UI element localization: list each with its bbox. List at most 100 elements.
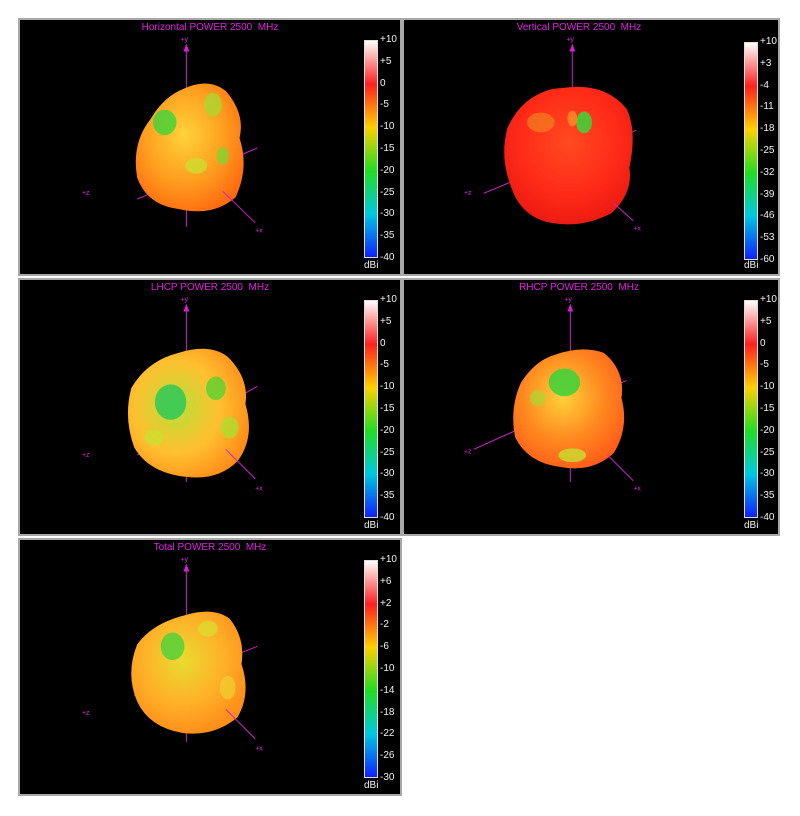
colorbar-tick-label: -10 [380,381,395,393]
colorbar-tick-label: -25 [380,186,395,198]
axis-label-x: +x [255,228,263,235]
colorbar-tick-label: -39 [760,188,775,200]
colorbar-ticks: +10 +6 +2 -2 -6 -10 -14 -18 -22 -26 -30 [380,554,400,784]
pattern-blob [127,348,249,478]
colorbar-tick-label: -26 [380,750,395,762]
colorbar-tick-label: -2 [380,619,389,631]
axis-label-z: +z [82,710,90,717]
axis-label-y: +y [564,297,572,304]
colorbar-tick-label: -40 [380,512,395,523]
colorbar-tick-label: -15 [760,403,775,414]
panel-rhcp: RHCP POWER 2500 MHz +y +z +x +10 +5 0 -5 -10… [402,278,780,536]
colorbar-tick-label: +5 [380,55,392,67]
colorbar-tick-label: +10 [380,34,397,45]
colorbar-unit: dBi [364,260,379,271]
axis-label-x: +x [255,486,263,493]
panel-title: Total POWER 2500 MHz [153,542,267,553]
axis-label-z: +z [464,190,472,197]
radiation-pattern-total: +y +z +x [82,557,263,753]
colorbar-tick-label: +3 [760,57,772,69]
colorbar-tick-label: -30 [760,468,775,480]
panel-lhcp: LHCP POWER 2500 MHz +y +z +x +10 +5 0 -5 -10… [18,278,402,536]
radiation-pattern-vertical: +y +z +x [464,37,641,233]
axis-label-z: +z [82,190,90,197]
colorbar-tick-label: -35 [380,490,395,502]
radiation-pattern-horizontal: +y +z +x [82,37,263,235]
colorbar-tick-label: -32 [760,166,775,178]
colorbar [364,300,378,518]
axis-label-y: +y [180,297,188,304]
colorbar-tick-label: -6 [380,641,389,653]
colorbar-ticks: +10 +5 0 -5 -10 -15 -20 -25 -30 -35 -40 [380,34,400,264]
colorbar-tick-label: 0 [380,337,386,349]
colorbar [364,560,378,778]
colorbar-tick-label: -25 [760,145,775,156]
axis-label-x: +x [633,486,641,493]
colorbar-tick-label: -40 [760,512,775,523]
colorbar-tick-label: -25 [760,446,775,458]
colorbar-tick-label: +10 [760,294,777,305]
colorbar-tick-label: -5 [760,359,769,371]
panel-total: Total POWER 2500 MHz +y +z +x +10 +6 +2 -2 -… [18,538,402,796]
colorbar-tick-label: -11 [760,101,774,113]
colorbar-unit: dBi [364,520,379,531]
colorbar-tick-label: -53 [760,232,775,244]
colorbar-ticks: +10 +3 -4 -11 -18 -25 -32 -39 -46 -53 -60 [760,36,778,266]
axis-label-y: +y [180,557,188,564]
colorbar-tick-label: -30 [380,468,395,480]
colorbar-tick-label: -60 [760,254,775,265]
colorbar-tick-label: -46 [760,210,775,222]
colorbar-tick-label: -35 [760,490,775,502]
colorbar-tick-label: +5 [760,315,772,327]
colorbar-tick-label: -22 [380,728,395,740]
panel-title: Vertical POWER 2500 MHz [516,22,642,33]
axis-label-x: +x [633,226,641,233]
radiation-pattern-lhcp: +y +z +x [82,297,263,493]
panel-title: RHCP POWER 2500 MHz [519,282,639,293]
colorbar-tick-label: -18 [760,123,775,135]
colorbar-tick-label: +5 [380,315,392,327]
colorbar-tick-label: -5 [380,99,389,111]
colorbar-tick-label: -40 [380,252,395,263]
colorbar-tick-label: -10 [760,381,775,393]
axis-label-z: +z [464,448,472,455]
colorbar-tick-label: -5 [380,359,389,371]
radiation-pattern-rhcp: +y +z +x [464,297,641,493]
colorbar-tick-label: +10 [760,36,777,47]
colorbar-tick-label: -4 [760,79,769,91]
colorbar-tick-label: -25 [380,446,395,458]
axis-label-x: +x [255,746,263,753]
colorbar-tick-label: -15 [380,143,395,154]
colorbar-tick-label: -10 [380,121,395,133]
colorbar-ticks: +10 +5 0 -5 -10 -15 -20 -25 -30 -35 -40 [380,294,400,524]
colorbar-tick-label: +10 [380,294,397,305]
colorbar-tick-label: 0 [380,77,386,89]
colorbar [744,42,758,260]
pattern-blob [513,349,625,469]
colorbar-unit: dBi [364,780,379,791]
colorbar [364,40,378,258]
pattern-blob [131,611,246,734]
colorbar-tick-label: -10 [380,663,395,674]
colorbar-tick-label: -20 [380,424,395,436]
axis-label-z: +z [82,452,90,459]
panel-title: Horizontal POWER 2500 MHz [141,22,279,33]
colorbar-tick-label: -30 [380,208,395,220]
colorbar [744,300,758,518]
axis-label-y: +y [566,37,574,44]
colorbar-tick-label: -20 [760,424,775,436]
colorbar-tick-label: -18 [380,706,395,718]
colorbar-tick-label: +2 [380,597,392,609]
colorbar-tick-label: -15 [380,403,395,414]
panel-vertical: Vertical POWER 2500 MHz +y +z +x +10 +3 -4… [402,18,780,276]
panel-horizontal: Horizontal POWER 2500 MHz +y +z +x +10 +5… [18,18,402,276]
axis-label-y: +y [180,37,188,44]
colorbar-tick-label: +10 [380,554,397,565]
colorbar-unit: dBi [744,260,759,271]
colorbar-tick-label: -14 [380,684,395,696]
colorbar-unit: dBi [744,520,759,531]
colorbar-tick-label: +6 [380,575,392,587]
pattern-blob [504,86,633,225]
colorbar-tick-label: -20 [380,164,395,176]
pattern-blob [135,83,244,212]
